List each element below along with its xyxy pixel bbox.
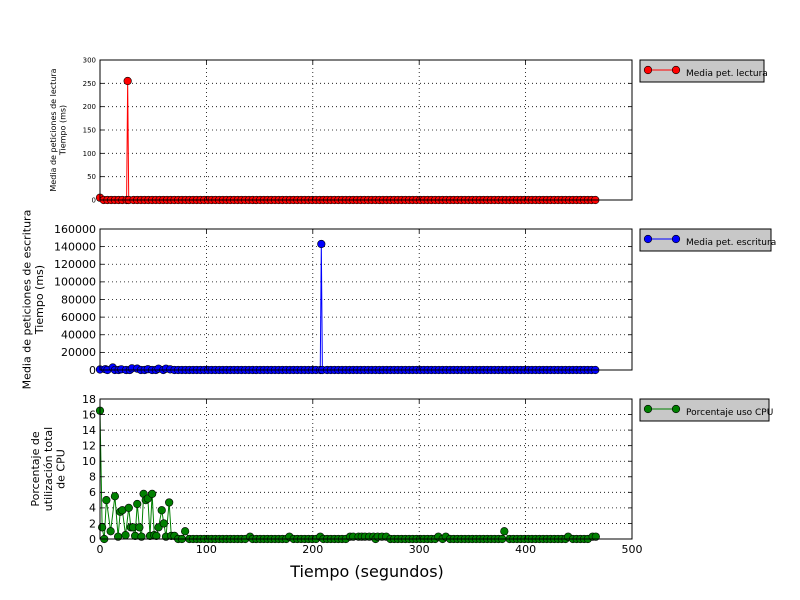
- y-tick-label: 100000: [54, 276, 96, 289]
- data-point: [135, 523, 144, 532]
- y-axis-label-line: Tiempo (ms): [33, 265, 46, 335]
- y-tick-label: 300: [83, 56, 96, 64]
- y-tick-label: 80000: [61, 293, 96, 306]
- y-tick-label: 4: [89, 502, 96, 515]
- legend-cpu: Porcentaje uso CPU: [639, 398, 773, 422]
- data-point: [317, 239, 326, 249]
- data-point: [124, 503, 133, 512]
- legend-marker: [643, 404, 653, 414]
- x-axis-label: Tiempo (segundos): [289, 562, 444, 581]
- legend-marker: [671, 404, 681, 414]
- y-tick-label: 40000: [61, 329, 96, 342]
- y-tick-label: 0: [89, 364, 96, 377]
- legend-label: Porcentaje uso CPU: [686, 408, 773, 418]
- y-tick-label: 16: [82, 408, 96, 421]
- data-point: [500, 527, 509, 536]
- y-tick-label: 100: [83, 150, 96, 158]
- data-point: [98, 523, 107, 532]
- series-line-read: [99, 80, 596, 201]
- legend-label: Media pet. escritura: [686, 238, 776, 248]
- y-axis-label-cpu: Porcentaje deutilización totalde CPU: [29, 427, 67, 511]
- plot-frame-cpu: [99, 398, 633, 540]
- legend-box: [639, 59, 765, 83]
- legend-marker: [671, 65, 681, 75]
- y-tick-label: 12: [82, 440, 96, 453]
- y-tick-label: 20000: [61, 346, 96, 359]
- grid-cpu: [100, 399, 632, 539]
- panel-read: 0 50 100 150 200 250 300 Media de peticiones de…: [49, 56, 768, 204]
- y-axis-label-line: Tiempo (ms): [58, 105, 67, 156]
- data-point: [157, 506, 166, 515]
- x-tick-label: 0: [97, 543, 104, 556]
- y-axis-label-read: Media de peticiones de lecturaTiempo (ms…: [49, 68, 67, 191]
- y-tick-label: 14: [82, 424, 96, 437]
- series-line-cpu: [99, 410, 596, 540]
- legend-marker: [643, 234, 653, 244]
- y-tick-label: 18: [82, 393, 96, 406]
- y-tick-label: 160000: [54, 223, 96, 236]
- data-point: [159, 519, 168, 528]
- x-tick-label: 400: [515, 543, 536, 556]
- y-tick-label: 120000: [54, 258, 96, 271]
- data-point: [106, 527, 115, 536]
- y-axis-label-line: Media de peticiones de escritura: [21, 210, 34, 390]
- y-tick-label: 140000: [54, 240, 96, 253]
- legend-box: [639, 228, 772, 252]
- markers-read: [95, 76, 600, 205]
- data-point: [148, 489, 157, 498]
- legend-box: [639, 398, 770, 422]
- data-point: [110, 492, 119, 501]
- data-point: [121, 531, 130, 540]
- data-point: [181, 527, 190, 536]
- y-tick-label: 250: [83, 80, 96, 88]
- y-tick-label: 6: [89, 486, 96, 499]
- y-tick-label: 8: [89, 471, 96, 484]
- y-tick-label: 200: [83, 103, 96, 111]
- y-tick-label: 10: [82, 455, 96, 468]
- x-tick-label: 200: [302, 543, 323, 556]
- grid-write: [100, 229, 632, 370]
- y-axis-label-line: Porcentaje de: [29, 431, 42, 506]
- y-tick-label: 0: [89, 533, 96, 546]
- legend-marker: [643, 65, 653, 75]
- markers-cpu: [95, 406, 600, 544]
- legend-label: Media pet. lectura: [686, 69, 768, 79]
- legend-read: Media pet. lectura: [639, 59, 768, 83]
- y-tick-label: 60000: [61, 311, 96, 324]
- data-point: [102, 496, 111, 505]
- legend-marker: [671, 234, 681, 244]
- grid-read: [100, 60, 632, 200]
- x-tick-label: 100: [196, 543, 217, 556]
- legend-write: Media pet. escritura: [639, 228, 776, 252]
- data-point: [165, 498, 174, 507]
- panel-write: 0 20000 40000 60000 80000 100000 120000 140000 1…: [21, 210, 777, 390]
- y-tick-label: 50: [87, 173, 96, 181]
- data-point: [152, 531, 161, 540]
- series-line-write: [99, 243, 596, 371]
- y-tick-label: 2: [89, 517, 96, 530]
- markers-write: [95, 239, 600, 375]
- y-axis-label-line: Media de peticiones de lectura: [49, 68, 58, 191]
- y-axis-label-line: de CPU: [55, 449, 68, 489]
- y-tick-label: 150: [83, 126, 96, 134]
- x-tick-label: 500: [622, 543, 643, 556]
- x-tick-label: 300: [409, 543, 430, 556]
- y-tick-label: 0: [92, 196, 96, 204]
- y-axis-label-line: utilización total: [42, 427, 55, 511]
- y-axis-label-write: Media de peticiones de escrituraTiempo (…: [21, 210, 47, 390]
- data-point: [123, 76, 132, 86]
- data-point: [133, 499, 142, 509]
